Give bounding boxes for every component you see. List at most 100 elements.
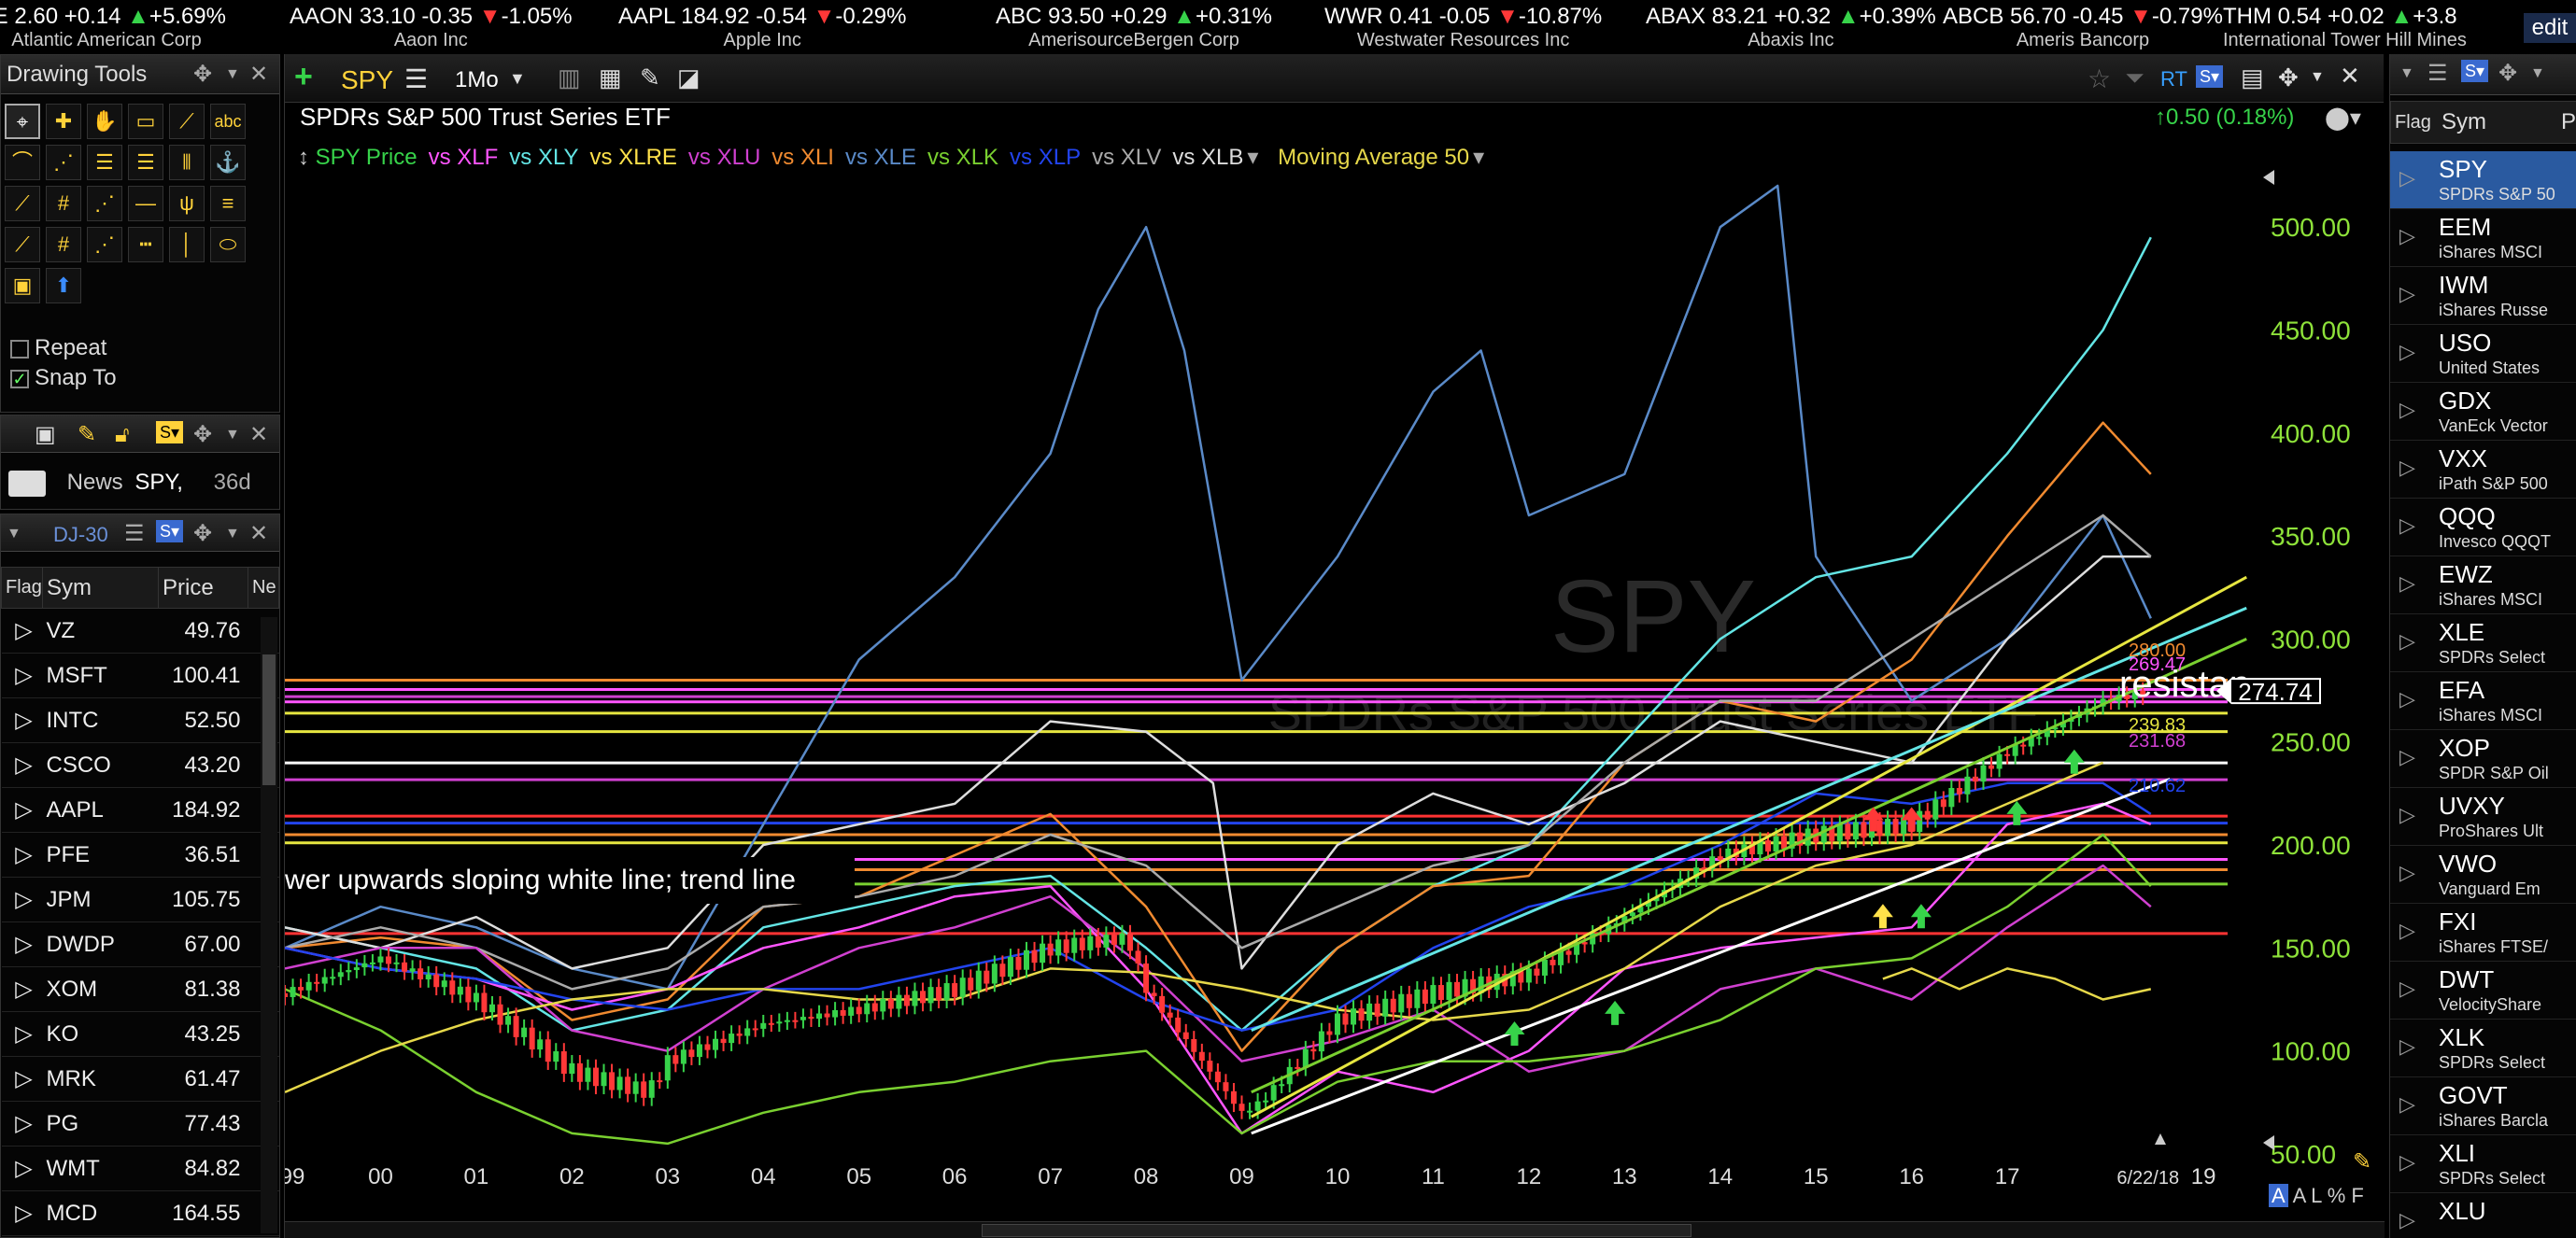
flag-icon[interactable]: ▷ <box>1 653 43 698</box>
table-row[interactable]: ▷ WMT 84.82 <box>1 1146 279 1191</box>
legend-item[interactable]: vs XLU <box>687 145 761 170</box>
col-sym[interactable]: Sym <box>2442 109 2486 134</box>
lock-icon[interactable]: 🔓︎ <box>115 422 130 447</box>
list-icon[interactable]: ☰ <box>2427 61 2448 86</box>
list-icon[interactable]: ☰ <box>124 521 145 546</box>
dj30-list-name[interactable]: DJ-30 <box>53 523 108 546</box>
dropdown-icon[interactable]: ▼ <box>2310 69 2325 85</box>
watchlist-row[interactable]: ▷ XLI SPDRs Select <box>2390 1135 2576 1193</box>
series-line[interactable] <box>285 864 2152 1073</box>
series-line[interactable] <box>285 781 2152 1032</box>
flag-icon[interactable]: ▷ <box>1 1190 43 1236</box>
table-row[interactable]: ▷ CSCO 43.20 <box>1 742 279 788</box>
dropdown-icon[interactable]: ▼ <box>225 427 240 443</box>
watchlist-row[interactable]: ▷ QQQ Invesco QQQT <box>2390 499 2576 556</box>
flag-icon[interactable]: ▷ <box>2399 456 2415 479</box>
move-icon[interactable]: ✥ <box>193 62 213 87</box>
fib-extension-icon[interactable]: ☰ <box>128 145 163 180</box>
ticker-item[interactable]: AAPL 184.92 -0.54 ▼-0.29% Apple Inc <box>618 4 906 52</box>
flag-icon[interactable]: ▷ <box>2399 861 2415 884</box>
move-icon[interactable]: ✥ <box>193 521 213 546</box>
watchlist-row[interactable]: ▷ SPY SPDRs S&P 50 <box>2390 151 2576 209</box>
gann-grid-icon[interactable]: # <box>46 227 81 262</box>
horizontal-line-icon[interactable]: — <box>128 186 163 221</box>
flag-icon[interactable]: ▷ <box>1 877 43 922</box>
flag-icon[interactable]: ▷ <box>2399 1034 2415 1058</box>
legend-item[interactable]: vs XLE <box>844 145 917 170</box>
trend-line[interactable] <box>1251 575 2247 1118</box>
price-chart[interactable]: SPY SPDRs S&P 500 Trust Series ETF wer upw… <box>285 54 2385 1238</box>
ticker-item[interactable]: IE 2.60 +0.14 ▲+5.69%Atlantic American C… <box>0 4 226 52</box>
pencil-icon[interactable]: ✎ <box>78 422 97 447</box>
move-icon[interactable]: ✥ <box>2498 61 2518 86</box>
flag-icon[interactable]: ▷ <box>2399 1150 2415 1174</box>
vertical-line-icon[interactable]: │ <box>169 227 205 262</box>
repeat-checkbox-box[interactable] <box>10 339 29 359</box>
ticker-item[interactable]: ABC 93.50 +0.29 ▲+0.31% AmerisourceBergen… <box>996 4 1272 52</box>
dj30-scrollbar[interactable] <box>261 617 277 1233</box>
dropdown-icon[interactable]: ▼ <box>225 66 240 82</box>
signal-arrow-icon[interactable] <box>1901 807 1922 832</box>
hand-icon[interactable]: ✋ <box>87 104 122 139</box>
flag-icon[interactable]: ▷ <box>2399 166 2415 190</box>
ticker-item[interactable]: WWR 0.41 -0.05 ▼-10.87% Westwater Resourc… <box>1324 4 1602 52</box>
chart-interval[interactable]: 1Mo <box>455 67 499 92</box>
series-line[interactable] <box>285 761 2104 1093</box>
flag-icon[interactable]: ▷ <box>1 832 43 878</box>
snap-to-checkbox-box[interactable]: ✓ <box>10 369 29 388</box>
trend-line-icon[interactable]: ⟋ <box>169 104 205 139</box>
legend-item[interactable]: Moving Average 50 <box>1278 145 1470 170</box>
speed-lines-icon[interactable]: ⋰ <box>87 186 122 221</box>
interval-dropdown-icon[interactable]: ▼ <box>509 69 526 88</box>
col-flag[interactable]: Flag <box>1 567 43 609</box>
flag-icon[interactable]: ▷ <box>1 1101 43 1147</box>
move-icon[interactable]: ✥ <box>193 422 213 447</box>
watchlist-row[interactable]: ▷ FXI iShares FTSE/ <box>2390 904 2576 962</box>
chart-symbol[interactable]: SPY <box>341 65 394 94</box>
flag-icon[interactable]: ▷ <box>2399 224 2415 247</box>
symbol-link-icon[interactable]: S▾ <box>156 421 184 443</box>
flag-icon[interactable]: ▷ <box>1 1011 43 1057</box>
dashed-line-icon[interactable]: ┅ <box>128 227 163 262</box>
series-line[interactable] <box>285 833 2152 1146</box>
flag-icon[interactable]: ▷ <box>2399 513 2415 537</box>
legend-item[interactable]: vs XLY <box>509 145 579 170</box>
table-row[interactable]: ▷ AAPL 184.92 <box>1 787 279 833</box>
legend-item[interactable]: vs XLK <box>927 145 999 170</box>
table-row[interactable]: ▷ PG 77.43 <box>1 1101 279 1147</box>
dropdown-icon[interactable]: ▼ <box>2399 65 2414 81</box>
watchlist-row[interactable]: ▷ VXX iPath S&P 500 <box>2390 441 2576 499</box>
dj30-scroll-thumb[interactable] <box>262 654 276 785</box>
col-net[interactable]: Ne <box>248 567 279 609</box>
signal-arrow-icon[interactable] <box>2063 749 2085 774</box>
chart-scroll-thumb[interactable] <box>982 1224 1691 1237</box>
flag-icon[interactable]: ▷ <box>2399 1092 2415 1116</box>
grid-icon[interactable]: # <box>46 186 81 221</box>
footer-options[interactable]: A L % F <box>2292 1184 2364 1207</box>
annotation-text[interactable]: wer upwards sloping white line; trend li… <box>285 865 796 895</box>
flag-icon[interactable]: ▷ <box>2399 977 2415 1000</box>
text-tool-icon[interactable]: abc <box>210 104 246 139</box>
symbol-link-icon[interactable]: S▾ <box>2196 65 2224 88</box>
vertical-lines-icon[interactable]: ⦀ <box>169 145 205 180</box>
signal-arrow-icon[interactable] <box>1504 1020 1525 1046</box>
signal-arrow-icon[interactable] <box>2006 800 2028 825</box>
arc-icon[interactable]: ⌒ <box>5 145 40 180</box>
move-icon[interactable]: ✥ <box>2278 63 2299 91</box>
dropdown-icon[interactable]: ▼ <box>2530 65 2545 81</box>
watchlist-row[interactable]: ▷ EEM iShares MSCI <box>2390 209 2576 267</box>
ticker-item[interactable]: ABCB 56.70 -0.45 ▼-0.79% Ameris Bancorp <box>1943 4 2223 52</box>
series-line[interactable] <box>285 513 2152 991</box>
rectangle-icon[interactable]: ▣ <box>5 268 40 303</box>
legend-item[interactable]: vs XLB <box>1172 145 1244 170</box>
series-line[interactable] <box>285 421 2152 1052</box>
legend-dropdown-icon[interactable]: ▾ <box>1247 145 1266 170</box>
flag-icon[interactable]: ▷ <box>2399 687 2415 710</box>
trend-line[interactable] <box>1251 638 2247 1094</box>
flag-icon[interactable]: ▷ <box>2399 745 2415 768</box>
flag-icon[interactable]: ▷ <box>1 742 43 788</box>
table-row[interactable]: ▷ DWDP 67.00 <box>1 921 279 967</box>
anchor-icon[interactable]: ⚓ <box>210 145 246 180</box>
table-row[interactable]: ▷ VZ 49.76 <box>1 608 279 654</box>
legend-dropdown-icon[interactable]: ▾ <box>1473 145 1485 170</box>
